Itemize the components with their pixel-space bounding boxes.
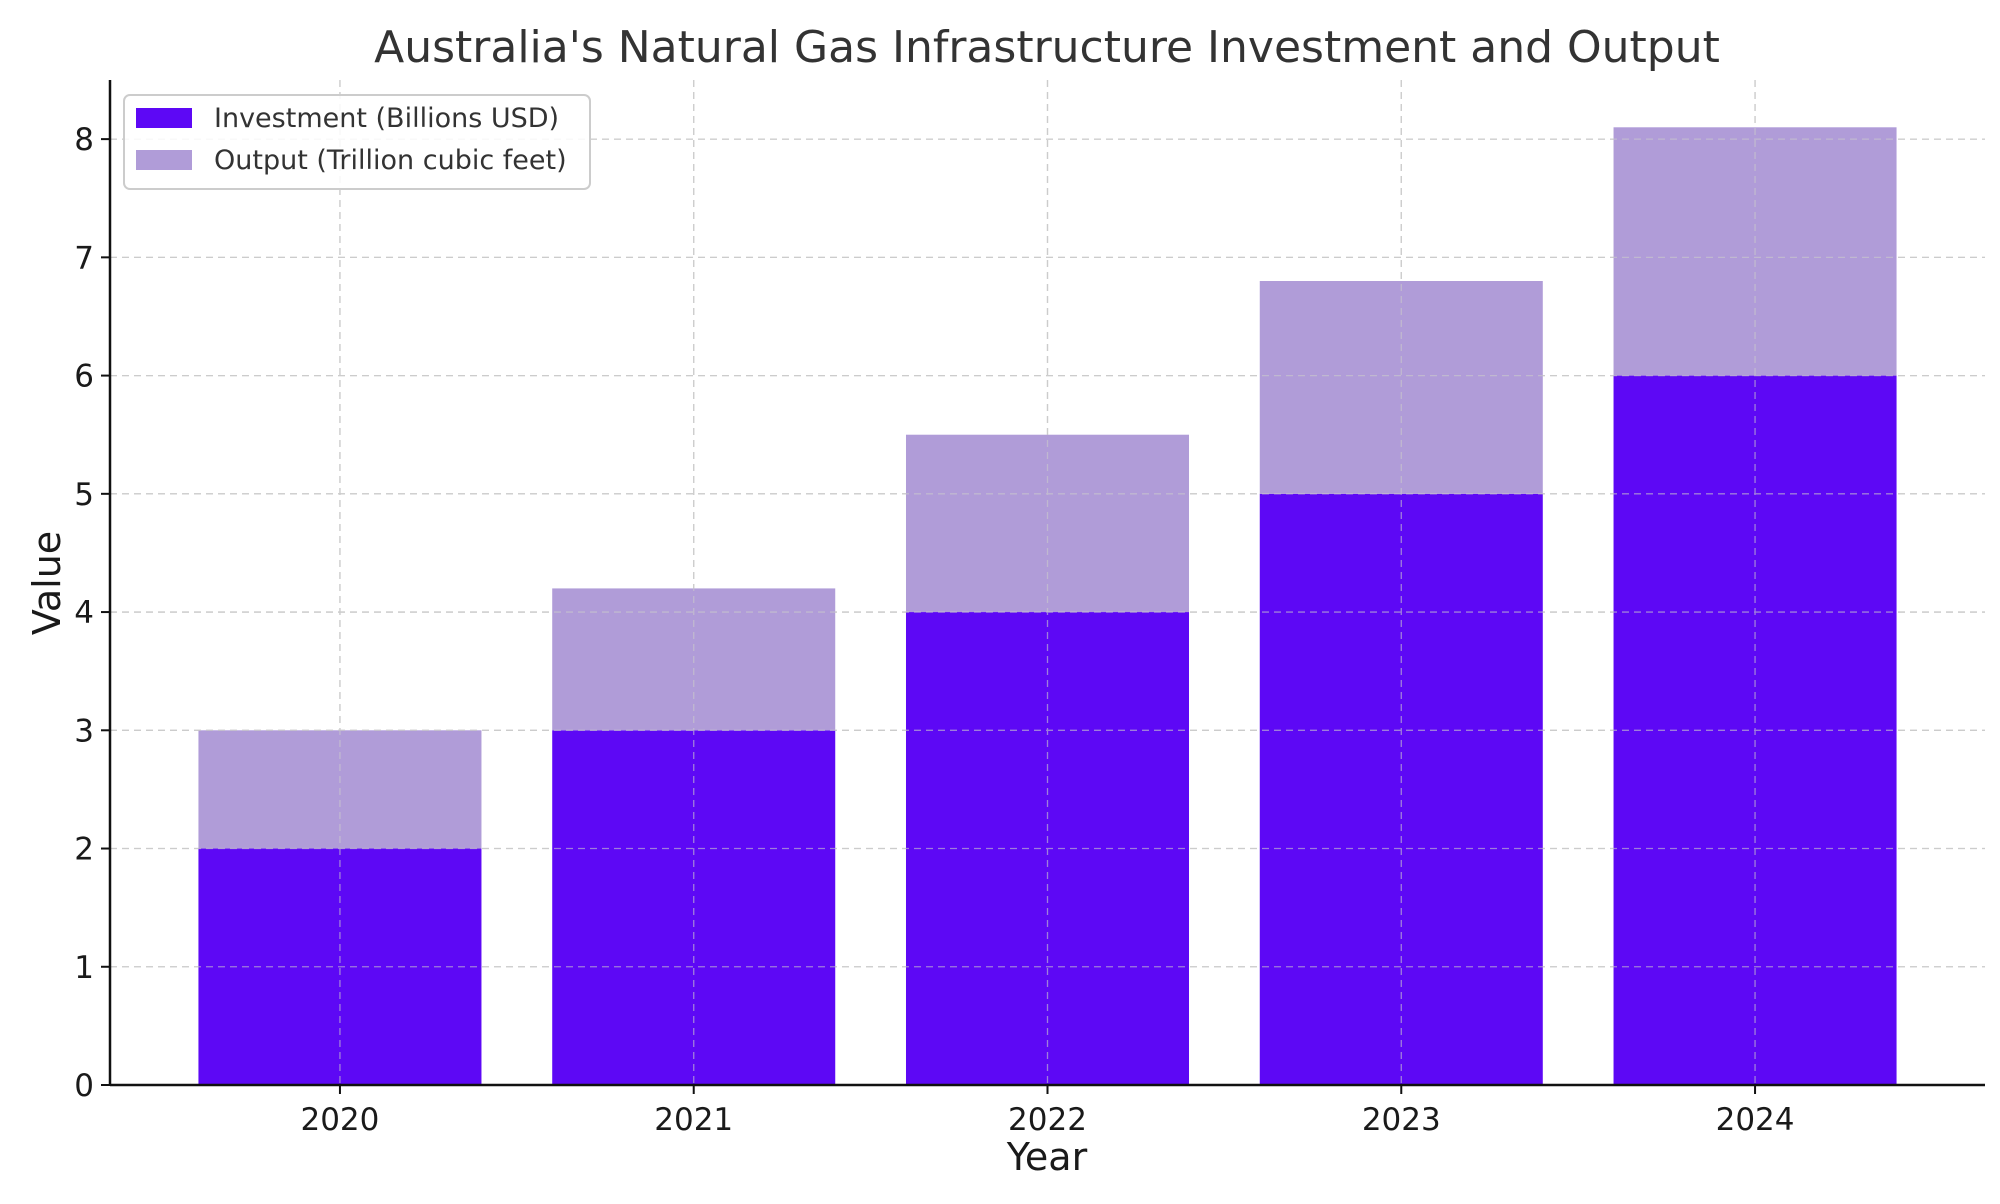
y-tick-label: 4 (74, 595, 94, 631)
x-tick-label: 2024 (1716, 1102, 1795, 1138)
y-tick-label: 3 (74, 713, 94, 749)
y-tick-label: 0 (74, 1068, 94, 1104)
legend-label-output: Output (Trillion cubic feet) (214, 145, 567, 176)
legend-swatch-output (136, 150, 192, 170)
y-tick-label: 7 (74, 240, 94, 276)
legend-swatch-investment (136, 108, 192, 128)
x-tick-label: 2021 (654, 1102, 733, 1138)
y-axis-label: Value (25, 531, 69, 635)
legend: Investment (Billions USD) Output (Trilli… (123, 94, 591, 190)
x-tick-label: 2022 (1008, 1102, 1087, 1138)
x-tick-label: 2020 (300, 1102, 379, 1138)
y-tick-label: 8 (74, 122, 94, 158)
ticks: 0 1 2 3 4 5 6 7 8 2020 2021 2022 2023 2024 (74, 122, 1794, 1138)
chart-title: Australia's Natural Gas Infrastructure I… (374, 22, 1720, 73)
bars (198, 127, 1897, 1086)
legend-box (123, 94, 591, 190)
y-tick-label: 6 (74, 359, 94, 395)
legend-label-investment: Investment (Billions USD) (214, 103, 559, 134)
y-tick-label: 5 (74, 477, 94, 513)
y-tick-label: 1 (74, 950, 94, 986)
x-tick-label: 2023 (1362, 1102, 1441, 1138)
x-axis-label: Year (1006, 1135, 1088, 1179)
y-tick-label: 2 (74, 832, 94, 868)
